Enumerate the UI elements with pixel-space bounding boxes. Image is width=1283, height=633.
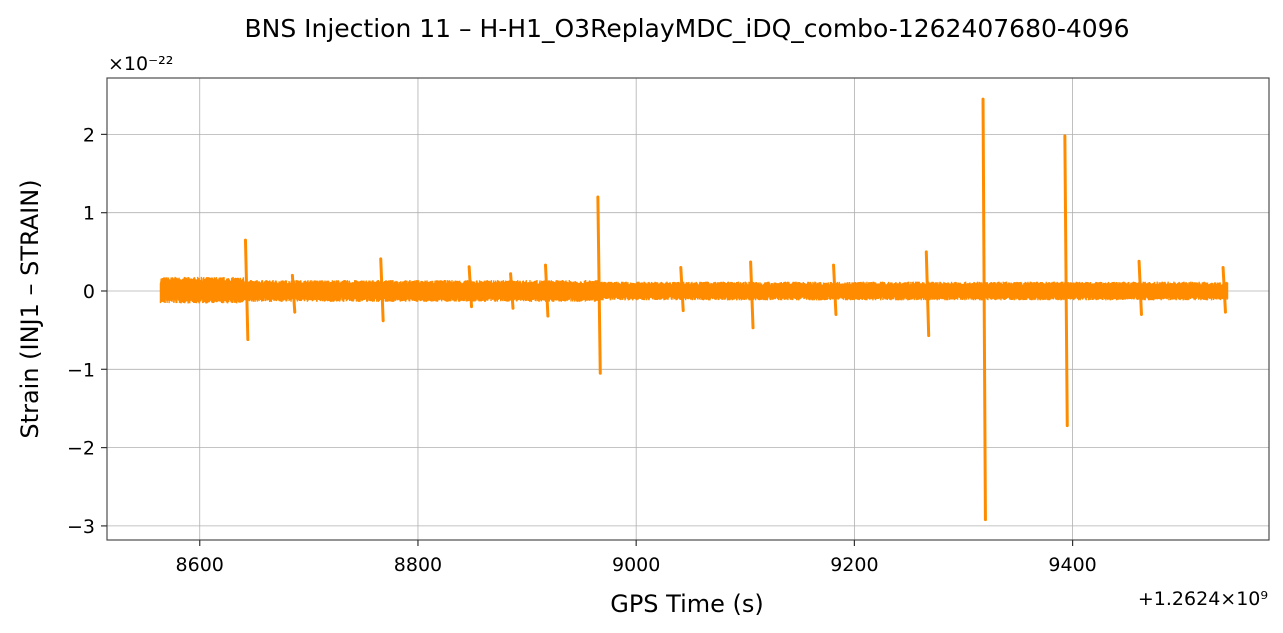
- glitch-spike: [981, 97, 987, 522]
- glitch-spike: [467, 265, 474, 309]
- glitch-spike: [509, 272, 515, 310]
- glitch-spike: [1221, 265, 1227, 314]
- glitch-spike: [924, 250, 931, 338]
- y-tick-label: 2: [83, 124, 95, 146]
- y-tick-label: −2: [67, 438, 95, 460]
- y-tick-label: 0: [83, 281, 95, 303]
- gridlines: [107, 78, 1269, 540]
- chart-title: BNS Injection 11 – H-H1_O3ReplayMDC_iDQ_…: [244, 14, 1129, 43]
- y-scale-label: ×10⁻²²: [108, 53, 173, 75]
- plot-frame: [106, 77, 1270, 541]
- x-offset-label: +1.2624×10⁹: [1138, 588, 1268, 610]
- glitch-spike: [679, 265, 685, 313]
- y-axis-label: Strain (INJ1 – STRAIN): [16, 179, 44, 438]
- y-tick-label: 1: [83, 203, 95, 225]
- glitch-spike: [290, 273, 297, 314]
- glitch-spike: [596, 195, 602, 375]
- y-tick-label: −3: [67, 516, 95, 538]
- x-tick-label: 8800: [394, 554, 442, 576]
- glitch-spike: [1063, 134, 1069, 428]
- glitch-spike: [749, 260, 755, 330]
- glitch-spike: [1137, 259, 1143, 316]
- axis-ticks: 8600 8800 9000 9200 9400 −3 −2 −1 0 1 2: [67, 124, 1097, 576]
- y-tick-label: −1: [67, 359, 95, 381]
- glitch-spike: [379, 257, 385, 323]
- noise-band: [242, 280, 599, 302]
- x-tick-label: 9200: [830, 554, 878, 576]
- glitch-spike: [243, 238, 250, 342]
- x-axis-label: GPS Time (s): [610, 590, 764, 618]
- strain-series: [159, 97, 1229, 522]
- x-tick-label: 9000: [612, 554, 660, 576]
- x-tick-label: 8600: [176, 554, 224, 576]
- glitch-spike: [832, 263, 838, 316]
- x-tick-label: 9400: [1048, 554, 1096, 576]
- noise-band: [159, 276, 245, 304]
- noise-band: [597, 281, 1229, 301]
- glitch-spike: [544, 263, 550, 318]
